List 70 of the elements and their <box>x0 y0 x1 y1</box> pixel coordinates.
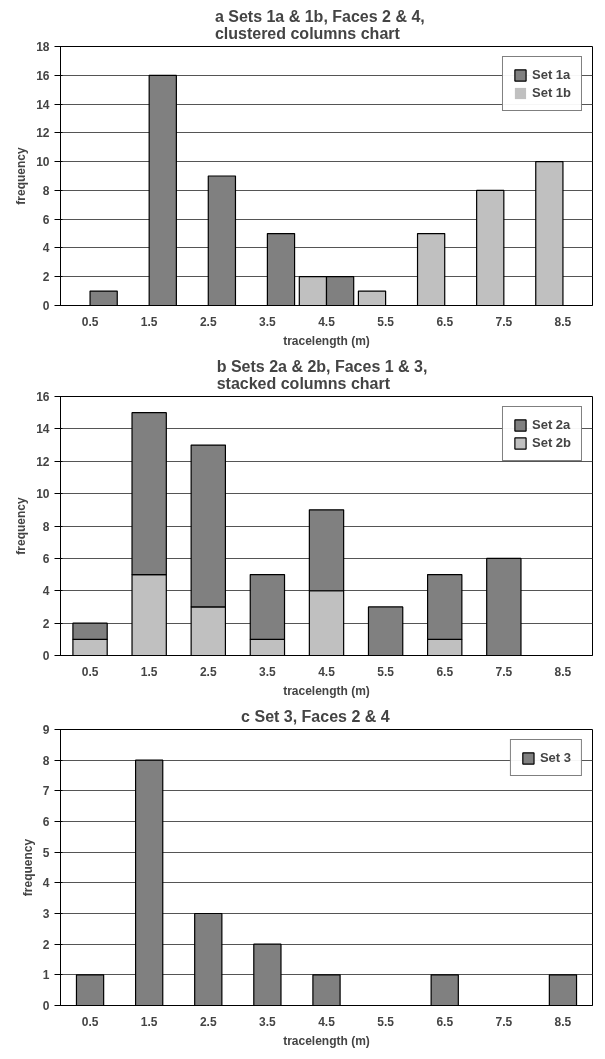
y-tick-label: 4 <box>42 584 50 599</box>
y-tick-label: 8 <box>42 183 50 198</box>
x-tick-label: 2.5 <box>199 314 217 329</box>
x-tick-label: 4.5 <box>318 664 336 679</box>
chart-title: c Set 3, Faces 2 & 4 <box>241 707 390 725</box>
y-tick-label: 7 <box>42 784 50 799</box>
x-tick-label: 8.5 <box>554 664 572 679</box>
y-tick-label: 4 <box>42 241 50 256</box>
x-tick-label: 4.5 <box>318 1014 336 1029</box>
y-tick-label: 12 <box>36 454 50 469</box>
y-tick-label: 16 <box>36 390 50 404</box>
y-tick-label: 10 <box>36 487 50 502</box>
y-tick-label: 0 <box>42 999 50 1013</box>
legend-label: Set 1b <box>531 85 571 100</box>
y-tick-label: 12 <box>36 126 50 141</box>
x-tick-label: 0.5 <box>81 314 99 329</box>
x-tick-label: 3.5 <box>259 1014 277 1029</box>
chart-title: b Sets 2a & 2b, Faces 1 & 3, stacked columns chart <box>216 357 428 392</box>
y-tick-label: 18 <box>36 40 50 54</box>
y-tick-label: 10 <box>36 155 50 170</box>
legend-label: Set 3 <box>539 750 571 765</box>
x-tick-label: 1.5 <box>140 664 158 679</box>
x-tick-label: 3.5 <box>259 314 277 329</box>
y-tick-label: 0 <box>42 649 50 663</box>
y-tick-label: 5 <box>42 845 50 860</box>
x-tick-label: 7.5 <box>495 1014 513 1029</box>
chart-title: a Sets 1a & 1b, Faces 2 & 4, clustered columns chart <box>214 7 425 42</box>
y-tick-label: 8 <box>42 519 50 534</box>
x-tick-label: 6.5 <box>436 664 454 679</box>
x-tick-label: 0.5 <box>81 1014 99 1029</box>
y-tick-label: 3 <box>42 907 50 921</box>
x-tick-label: 7.5 <box>495 664 513 679</box>
x-tick-label: 3.5 <box>259 664 277 679</box>
x-tick-label: 7.5 <box>495 314 513 329</box>
x-tick-label: 2.5 <box>199 1014 217 1029</box>
x-tick-label: 1.5 <box>140 314 158 329</box>
y-tick-label: 9 <box>42 723 50 737</box>
x-tick-label: 1.5 <box>140 1014 158 1029</box>
y-tick-label: 6 <box>42 815 50 829</box>
legend-label: Set 2a <box>531 417 571 432</box>
y-axis-title: frequency <box>14 147 29 205</box>
x-tick-label: 6.5 <box>436 1014 454 1029</box>
y-tick-label: 0 <box>42 299 50 313</box>
y-tick-label: 16 <box>36 68 50 83</box>
x-axis-title: tracelength (m) <box>283 333 370 348</box>
y-tick-label: 6 <box>42 551 50 566</box>
x-tick-label: 8.5 <box>554 314 572 329</box>
x-axis-title: tracelength (m) <box>283 683 370 698</box>
y-tick-label: 2 <box>42 937 50 952</box>
x-tick-label: 4.5 <box>318 314 336 329</box>
legend-label: Set 2b <box>531 435 571 450</box>
y-tick-label: 14 <box>36 422 50 437</box>
x-tick-label: 0.5 <box>81 664 99 679</box>
y-tick-label: 1 <box>42 968 50 983</box>
x-tick-label: 5.5 <box>377 664 395 679</box>
y-tick-label: 2 <box>42 270 50 285</box>
y-axis-title: frequency <box>20 838 35 897</box>
x-axis-title: tracelength (m) <box>283 1033 370 1048</box>
x-tick-label: 8.5 <box>554 1014 572 1029</box>
x-tick-label: 5.5 <box>377 1014 395 1029</box>
y-tick-label: 4 <box>42 876 50 891</box>
y-tick-label: 14 <box>36 97 50 112</box>
legend-label: Set 1a <box>531 67 571 82</box>
x-tick-label: 2.5 <box>199 664 217 679</box>
x-tick-label: 6.5 <box>436 314 454 329</box>
y-tick-label: 6 <box>42 212 50 227</box>
y-tick-label: 8 <box>42 753 50 768</box>
y-axis-title: frequency <box>14 497 29 555</box>
y-tick-label: 2 <box>42 616 50 631</box>
x-tick-label: 5.5 <box>377 314 395 329</box>
